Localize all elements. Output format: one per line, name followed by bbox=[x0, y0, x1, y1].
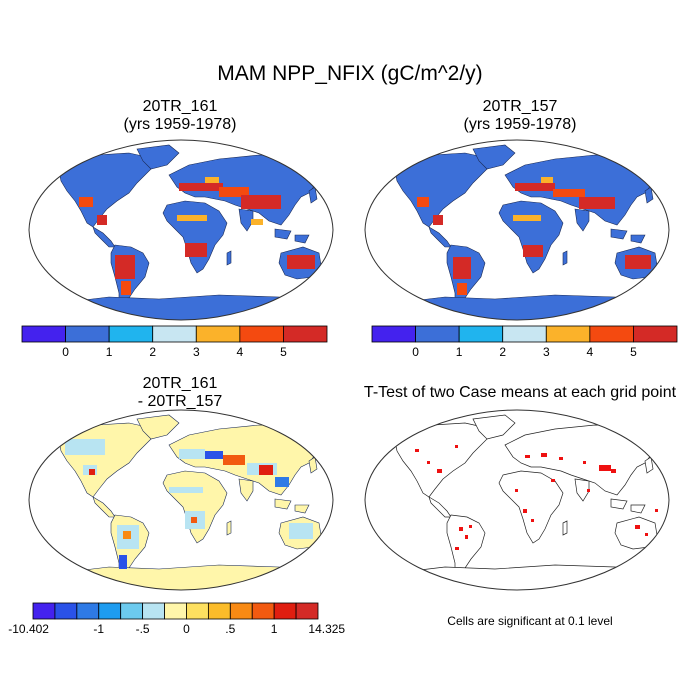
colorbar-box bbox=[502, 325, 547, 343]
colorbar-box bbox=[207, 602, 231, 620]
significant-cells bbox=[415, 445, 658, 550]
colorbar-box bbox=[545, 325, 591, 343]
colorbar-box bbox=[229, 602, 253, 620]
panel-title-line1: 20TR_161 bbox=[142, 98, 218, 115]
panel-title-line1: T-Test of two Case means at each grid po… bbox=[363, 384, 677, 401]
panel-title-case2: 20TR_157 (yrs 1959-1978) bbox=[420, 98, 620, 134]
panel-title-line1: 20TR_157 bbox=[482, 98, 558, 115]
colorbar-box bbox=[54, 602, 78, 620]
panel-title-line2: (yrs 1959-1978) bbox=[123, 116, 237, 133]
colorbar-label: 4 bbox=[587, 345, 594, 359]
colorbar-box bbox=[251, 602, 275, 620]
colorbar-label: 5 bbox=[280, 345, 287, 359]
colorbar-box bbox=[186, 602, 209, 620]
panel-title-case1: 20TR_161 (yrs 1959-1978) bbox=[80, 98, 280, 134]
difference-cells bbox=[65, 439, 313, 569]
panel-title-line2: - 20TR_157 bbox=[137, 393, 223, 410]
colorbar-box bbox=[295, 602, 319, 620]
colorbar-case2: 0 1 2 3 4 5 bbox=[371, 325, 678, 359]
colorbar-box bbox=[32, 602, 56, 620]
colorbar-label: -10.402 bbox=[8, 622, 49, 636]
colorbar-label: -.5 bbox=[136, 622, 150, 636]
colorbar-case1: 0 1 2 3 4 5 bbox=[21, 325, 328, 359]
colorbar-box bbox=[371, 325, 416, 343]
ttest-note: Cells are significant at 0.1 level bbox=[447, 614, 613, 628]
colorbar-box bbox=[589, 325, 634, 343]
colorbar-label: 4 bbox=[237, 345, 244, 359]
colorbar-label: 0 bbox=[62, 345, 69, 359]
colorbar-box bbox=[21, 325, 66, 343]
high-value-cells bbox=[79, 177, 315, 295]
colorbar-label: -1 bbox=[93, 622, 104, 636]
high-value-cells bbox=[417, 177, 651, 295]
colorbar-box bbox=[76, 602, 100, 620]
colorbar-box bbox=[239, 325, 284, 343]
colorbar-label: 1 bbox=[106, 345, 113, 359]
colorbar-box bbox=[120, 602, 144, 620]
colorbar-box bbox=[458, 325, 504, 343]
colorbar-box bbox=[142, 602, 165, 620]
colorbar-box bbox=[164, 602, 187, 620]
colorbar-label: 3 bbox=[193, 345, 200, 359]
panel-title-ttest: T-Test of two Case means at each grid po… bbox=[340, 384, 700, 402]
colorbar-box bbox=[633, 325, 678, 343]
colorbar-label: 2 bbox=[149, 345, 156, 359]
panel-title-line1: 20TR_161 bbox=[142, 375, 218, 392]
colorbar-box bbox=[415, 325, 460, 343]
map-case2 bbox=[364, 139, 670, 321]
colorbar-label: 2 bbox=[499, 345, 506, 359]
colorbar-label: 5 bbox=[630, 345, 637, 359]
map-ttest bbox=[364, 409, 670, 591]
colorbar-label: 14.325 bbox=[308, 622, 345, 636]
map-difference bbox=[28, 409, 334, 591]
colorbar-box bbox=[65, 325, 110, 343]
colorbar-label: .5 bbox=[225, 622, 235, 636]
colorbar-box bbox=[273, 602, 297, 620]
panel-title-diff: 20TR_161 - 20TR_157 bbox=[80, 375, 280, 411]
figure-title: MAM NPP_NFIX (gC/m^2/y) bbox=[217, 62, 483, 85]
colorbar-label: 1 bbox=[271, 622, 278, 636]
map-case1 bbox=[28, 139, 334, 321]
colorbar-label: 0 bbox=[412, 345, 419, 359]
colorbar-box bbox=[283, 325, 328, 343]
colorbar-box bbox=[152, 325, 197, 343]
colorbar-box bbox=[98, 602, 122, 620]
panel-title-line2: (yrs 1959-1978) bbox=[463, 116, 577, 133]
colorbar-difference: -10.402 -1 -.5 0 .5 1 14.325 bbox=[8, 602, 345, 636]
colorbar-box bbox=[108, 325, 154, 343]
colorbar-label: 1 bbox=[456, 345, 463, 359]
colorbar-box bbox=[195, 325, 241, 343]
colorbar-label: 3 bbox=[543, 345, 550, 359]
colorbar-label: 0 bbox=[183, 622, 190, 636]
